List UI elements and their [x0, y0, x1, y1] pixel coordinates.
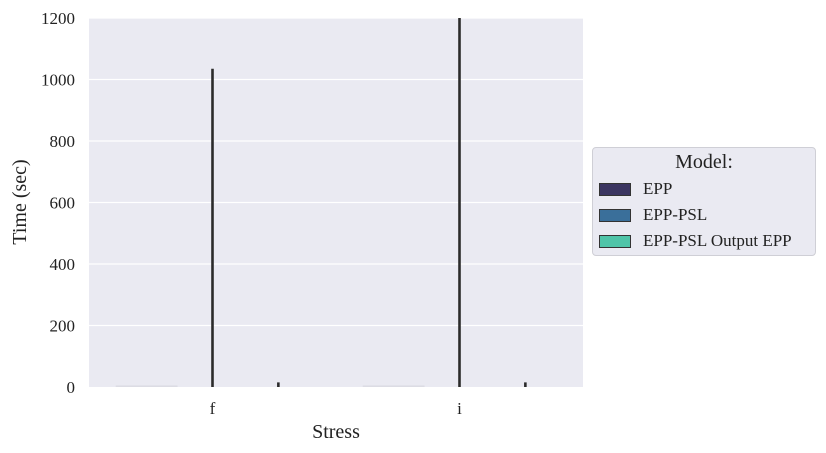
y-tick-label: 800 [50, 132, 76, 151]
x-tick-label: f [210, 399, 216, 418]
y-tick-labels: 0 200 400 600 800 1000 1200 [41, 9, 75, 397]
y-tick-label: 0 [67, 378, 76, 397]
legend-title: Model: [675, 151, 733, 173]
y-tick-label: 1000 [41, 71, 75, 90]
legend-label-epp: EPP [643, 179, 673, 198]
y-axis-label: Time (sec) [9, 159, 31, 244]
legend-swatch-epp [599, 182, 631, 196]
legend-item-epp-psl-output-epp: EPP-PSL Output EPP [599, 230, 792, 252]
legend-swatch-epp-psl-output-epp [599, 234, 631, 248]
legend-label-epp-psl: EPP-PSL [643, 205, 708, 224]
legend-item-epp-psl: EPP-PSL [599, 204, 707, 226]
x-axis-label: Stress [312, 421, 360, 443]
grid-lines [89, 17, 583, 327]
bar [362, 385, 425, 387]
y-tick-label: 200 [50, 317, 76, 336]
legend-item-epp: EPP [599, 178, 672, 200]
legend: Model: EPP EPP-PSL EPP-PSL Output EPP [592, 147, 816, 256]
bars [115, 385, 425, 387]
error-bars [211, 18, 527, 387]
bar [115, 385, 178, 387]
x-tick-label: i [457, 399, 462, 418]
y-tick-label: 600 [50, 194, 76, 213]
y-tick-label: 400 [50, 255, 76, 274]
y-tick-label: 1200 [41, 9, 75, 28]
legend-label-epp-psl-output-epp: EPP-PSL Output EPP [643, 231, 792, 250]
legend-swatch-epp-psl [599, 208, 631, 222]
